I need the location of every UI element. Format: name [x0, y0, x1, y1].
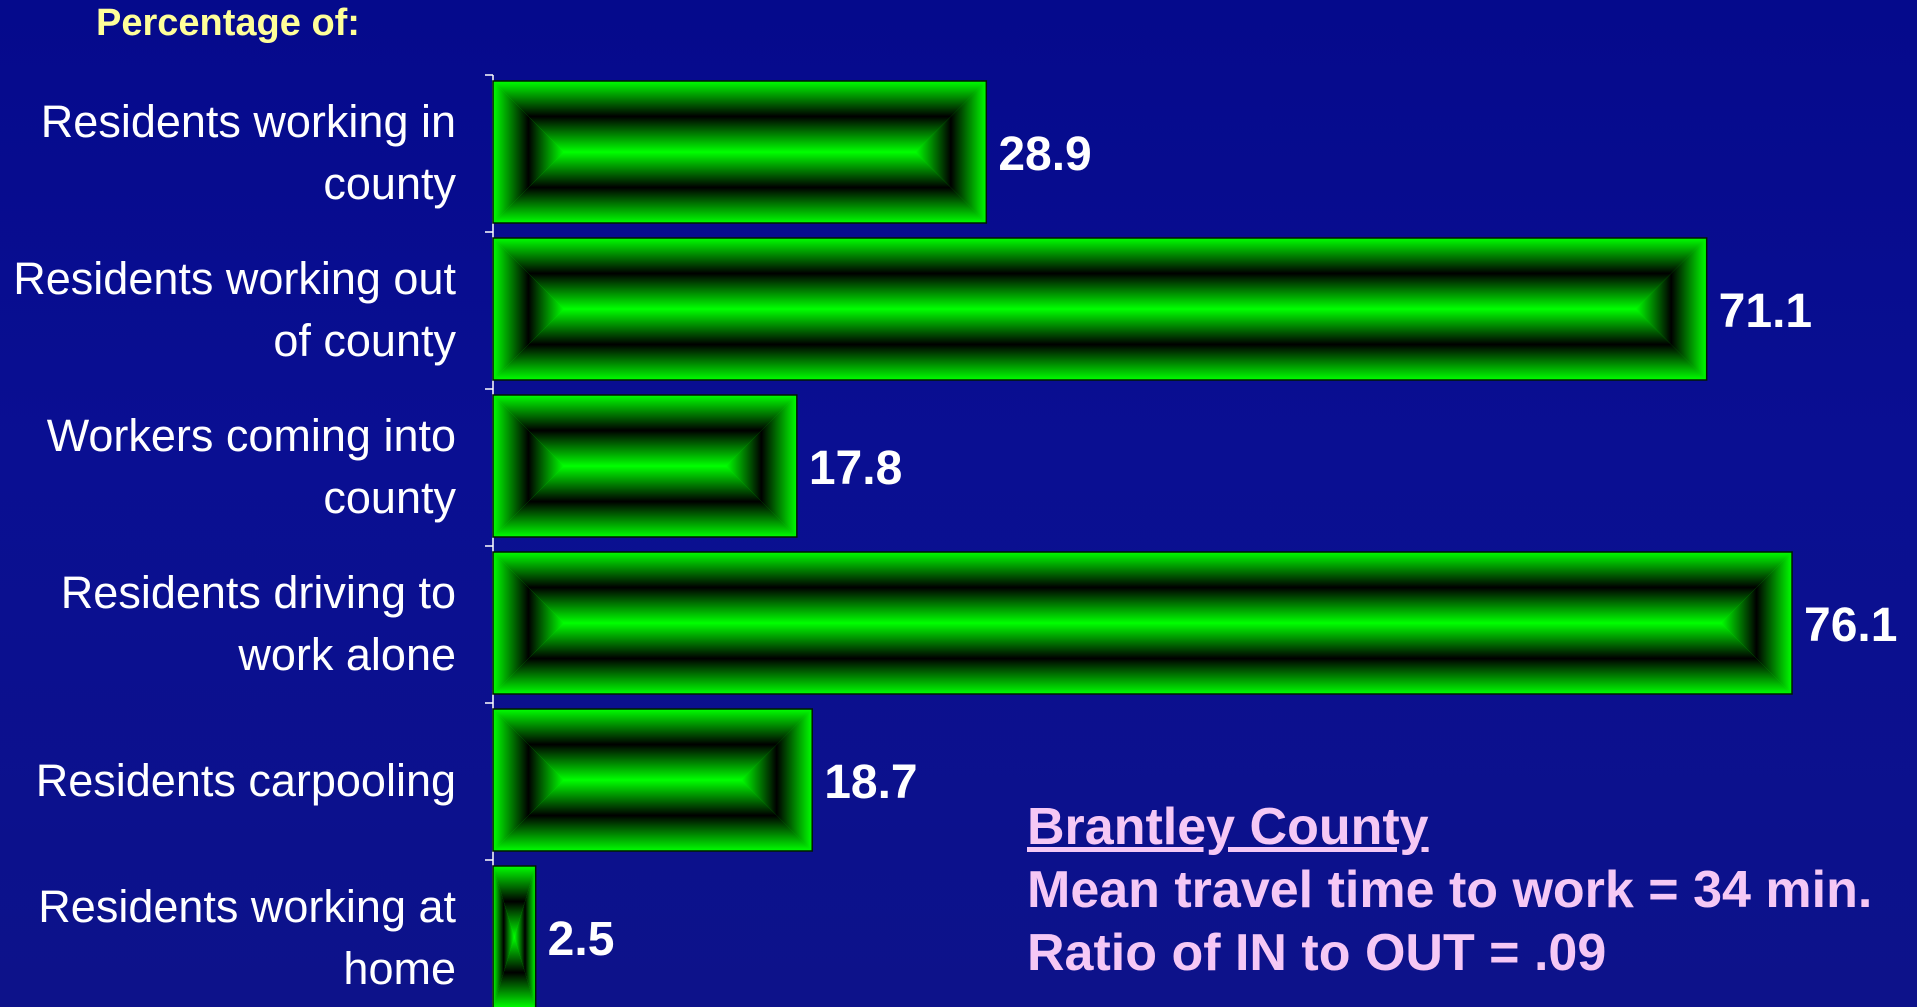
category-label: Residents working in county — [41, 96, 457, 209]
bar — [492, 865, 537, 1007]
value-label: 18.7 — [824, 756, 917, 809]
county-info: Brantley County Mean travel time to work… — [1027, 796, 1872, 985]
category-label: Workers coming into county — [47, 410, 457, 523]
bar — [492, 708, 813, 852]
bar — [492, 551, 1793, 695]
mean-travel-time: Mean travel time to work = 34 min. — [1027, 861, 1873, 919]
value-label: 28.9 — [998, 128, 1091, 181]
bar — [492, 80, 988, 224]
category-label: Residents working at home — [38, 881, 456, 994]
value-label: 76.1 — [1804, 599, 1897, 652]
category-label: Residents working out of county — [13, 253, 456, 366]
chart-heading: Percentage of: — [96, 2, 360, 44]
in-out-ratio: Ratio of IN to OUT = .09 — [1027, 924, 1607, 982]
value-label: 2.5 — [548, 913, 615, 966]
value-label: 17.8 — [809, 442, 902, 495]
value-label: 71.1 — [1719, 285, 1812, 338]
bar — [492, 394, 798, 538]
category-label: Residents carpooling — [36, 755, 456, 806]
category-label: Residents driving to work alone — [61, 567, 456, 680]
county-name: Brantley County — [1027, 798, 1429, 856]
bar — [492, 237, 1708, 381]
